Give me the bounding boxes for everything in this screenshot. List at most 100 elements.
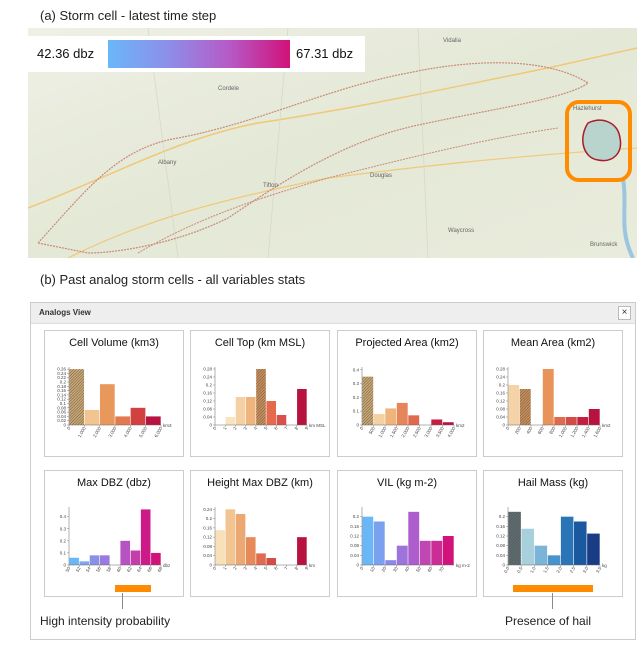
x-tick-label: 10 — [369, 566, 376, 573]
y-tick-label: 0.12 — [57, 397, 66, 402]
x-tick-label: 3,000 — [423, 426, 433, 439]
bar — [408, 511, 420, 565]
x-tick-label: 64 — [136, 566, 143, 573]
bar-hatch — [362, 376, 374, 425]
y-tick-label: 0.12 — [203, 399, 212, 404]
place-label: Tifton — [263, 183, 278, 189]
y-tick-label: 0.2 — [60, 538, 67, 543]
storm-track — [36, 62, 590, 254]
y-tick-label: 0.2 — [499, 383, 506, 388]
close-button[interactable]: × — [618, 306, 631, 320]
bar — [508, 385, 520, 425]
x-tick-label: 1,500 — [389, 426, 399, 439]
bar — [130, 550, 141, 565]
bar — [408, 415, 420, 425]
x-tick-label: 3.5 — [595, 566, 603, 574]
y-tick-label: 0.04 — [57, 414, 66, 419]
x-tick-label: 7 — [283, 426, 289, 431]
bar — [120, 540, 131, 565]
x-tick-label: 2,000 — [92, 426, 102, 439]
y-tick-label: 0.04 — [203, 415, 212, 420]
y-tick-label: 0.16 — [203, 525, 212, 530]
x-tick-label: 1,000 — [558, 426, 568, 439]
x-tick-label: 1 — [222, 566, 228, 571]
caption-a: (a) Storm cell - latest time step — [40, 8, 217, 23]
x-tick-label: 3,500 — [435, 426, 445, 439]
bar — [373, 413, 385, 425]
x-tick-label: 2 — [232, 566, 238, 571]
x-tick-label: 1 — [222, 426, 228, 431]
analogs-panel: Analogs View × Cell Volume (km3) 0 0.02 0.0… — [30, 302, 636, 640]
y-tick-label: 0.16 — [496, 391, 505, 396]
y-tick-label: 0.24 — [203, 507, 212, 512]
x-tick-label: 52 — [75, 566, 82, 573]
y-tick-label: 0.2 — [353, 395, 360, 400]
bar — [99, 555, 110, 565]
chart-card: Hail Mass (kg) 0 0.04 0.08 0.12 0.16 0.2 0.0 0.5… — [483, 470, 623, 597]
y-tick-label: 0.16 — [496, 524, 505, 529]
place-label: Brunswick — [590, 242, 618, 248]
x-tick-label: 600 — [537, 426, 545, 435]
x-tick-label: 4 — [253, 566, 259, 571]
x-tick-label: 2,500 — [412, 426, 422, 439]
x-axis-label: km2 — [456, 423, 465, 428]
panel-title: Analogs View — [39, 308, 91, 317]
x-tick-label: 0 — [359, 566, 365, 571]
bar — [385, 560, 397, 565]
x-tick-label: 1,000 — [77, 426, 87, 439]
bar — [79, 561, 90, 565]
x-tick-label: 4,000 — [446, 426, 456, 439]
highlight-box — [565, 100, 632, 182]
y-tick-label: 0.28 — [203, 367, 212, 372]
y-tick-label: 0.12 — [203, 535, 212, 540]
x-tick-label: 66 — [146, 566, 153, 573]
bar — [115, 416, 131, 425]
x-axis-label: km3 — [163, 423, 172, 428]
bar — [256, 553, 266, 565]
bar — [560, 516, 574, 565]
storm-track — [137, 127, 559, 254]
bar — [297, 389, 307, 425]
road — [67, 147, 637, 258]
chart: 0 0.04 0.08 0.12 0.16 0.2 0.0 0.5 1.0 1.5 2.0 2.5 3.… — [496, 507, 607, 574]
x-axis-label: dbz — [163, 563, 171, 568]
y-tick-label: 0.4 — [353, 367, 360, 372]
x-tick-label: 0 — [505, 426, 511, 431]
x-tick-label: 5,000 — [138, 426, 148, 439]
y-tick-label: 0.2 — [206, 516, 213, 521]
x-tick-label: 2 — [232, 426, 238, 431]
y-tick-label: 0 — [502, 563, 505, 568]
chart: 00.10.20.30.40 500 1,000 1,500 2,000 2,500 3,0… — [353, 367, 465, 439]
chart-title: Hail Mass (kg) — [517, 477, 589, 489]
river — [621, 177, 635, 258]
chart-card: Height Max DBZ (km) 0 0.04 0.08 0.12 0.16 0.2 0… — [190, 470, 330, 597]
chart: 00.040.080.120.160.20.240.280 1 2 3 4 5 6 7 8 9km… — [203, 367, 326, 431]
y-tick-label: 0.24 — [57, 371, 66, 376]
bar — [225, 509, 236, 565]
bar-hatch — [256, 369, 266, 425]
x-tick-label: 30 — [392, 566, 399, 573]
bar — [215, 530, 225, 565]
x-tick-label: 500 — [368, 426, 376, 435]
annotation-bar — [115, 585, 151, 592]
x-tick-label: 0.5 — [516, 566, 524, 574]
x-tick-label: 5 — [263, 566, 269, 571]
x-tick-label: 1,400 — [581, 426, 591, 439]
x-tick-label: 50 — [415, 566, 422, 573]
y-tick-label: 0.28 — [496, 367, 505, 372]
y-tick-label: 0.06 — [57, 410, 66, 415]
y-tick-label: 0 — [63, 563, 66, 568]
x-tick-label: 2.5 — [569, 566, 577, 574]
place-label: Douglas — [370, 173, 393, 179]
bar — [89, 555, 100, 565]
x-axis-label: kg m-2 — [456, 563, 470, 568]
y-tick-label: 0.3 — [60, 526, 67, 531]
bar — [225, 417, 236, 425]
chart-title: Projected Area (km2) — [355, 337, 459, 349]
chart-title: VIL (kg m-2) — [376, 477, 438, 489]
y-tick-label: 0 — [502, 423, 505, 428]
chart-card: Max DBZ (dbz) 0 0.1 0.2 0.3 0.4 50 52 54 56 58 60 62… — [44, 470, 184, 597]
chart-title: Cell Top (km MSL) — [214, 337, 306, 349]
x-tick-label: 9 — [304, 566, 310, 571]
